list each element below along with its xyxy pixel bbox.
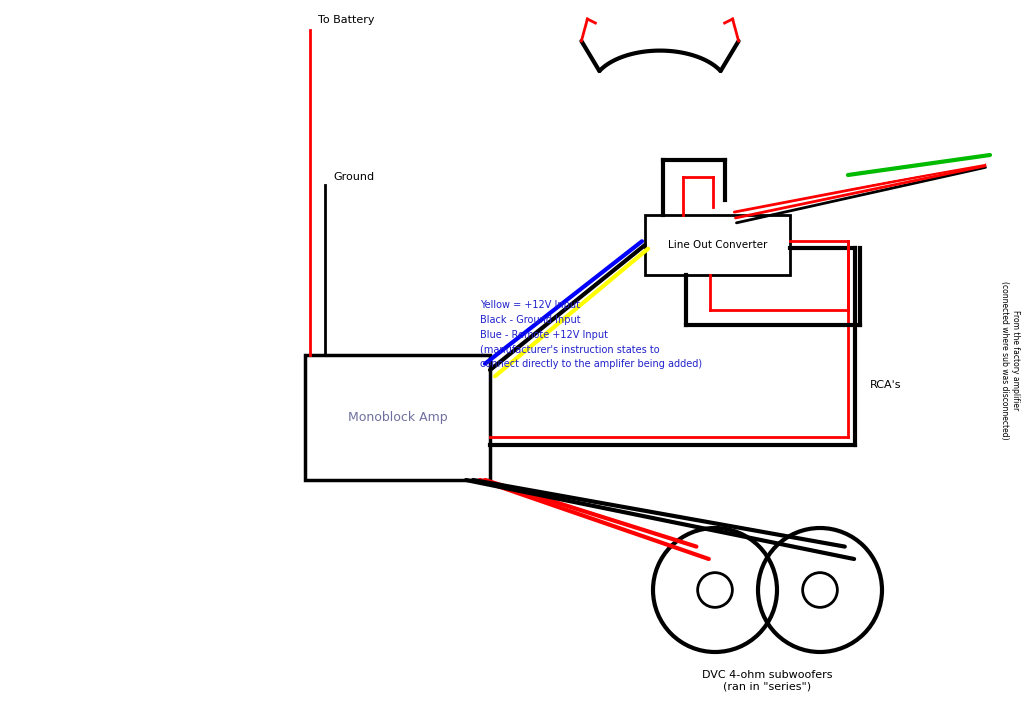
Text: RCA's: RCA's <box>870 380 901 390</box>
Bar <box>645 215 790 275</box>
Bar <box>305 355 490 480</box>
Text: To Battery: To Battery <box>318 15 375 25</box>
Text: Yellow = +12V Input
Black - Ground Input
Blue - Remote +12V Input
(manufacturer': Yellow = +12V Input Black - Ground Input… <box>480 300 702 369</box>
Text: DVC 4-ohm subwoofers
(ran in "series"): DVC 4-ohm subwoofers (ran in "series") <box>702 670 833 691</box>
Text: Line Out Converter: Line Out Converter <box>668 240 767 250</box>
Text: From the factory amplifier
(connected where sub was disconnected): From the factory amplifier (connected wh… <box>1000 281 1020 439</box>
Text: Monoblock Amp: Monoblock Amp <box>348 411 447 424</box>
Text: Ground: Ground <box>333 172 374 182</box>
